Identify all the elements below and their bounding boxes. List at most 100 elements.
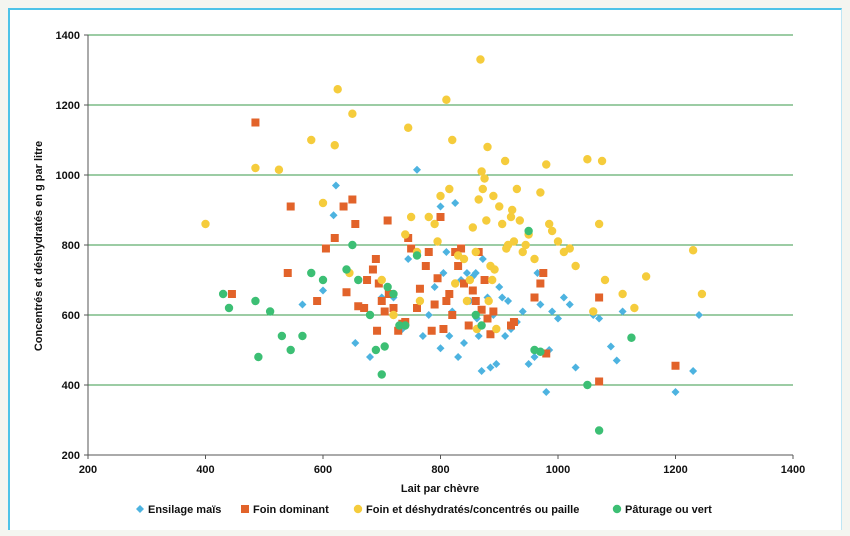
data-point bbox=[348, 109, 357, 118]
data-point bbox=[536, 188, 545, 197]
data-point bbox=[445, 332, 454, 340]
x-axis-label: Lait par chèvre bbox=[401, 483, 479, 495]
data-point bbox=[412, 251, 422, 260]
data-point bbox=[365, 310, 375, 320]
data-point bbox=[448, 311, 457, 319]
data-point bbox=[415, 284, 424, 293]
data-point bbox=[695, 311, 703, 319]
data-point bbox=[251, 296, 260, 306]
y-axis-label: Concentrés et déshydratés en g par litre bbox=[33, 141, 45, 351]
data-point bbox=[542, 388, 551, 396]
data-point bbox=[377, 370, 386, 379]
data-point bbox=[424, 248, 433, 256]
grid-lines bbox=[88, 34, 793, 386]
data-point bbox=[354, 275, 363, 285]
data-point bbox=[384, 290, 393, 298]
data-point bbox=[495, 283, 504, 291]
data-point bbox=[542, 349, 551, 358]
data-point bbox=[460, 339, 468, 347]
data-point bbox=[436, 213, 445, 221]
data-point bbox=[484, 296, 493, 306]
data-point bbox=[457, 244, 466, 253]
data-point bbox=[377, 275, 386, 285]
data-point bbox=[495, 202, 504, 211]
data-point bbox=[354, 302, 363, 311]
data-point bbox=[330, 141, 339, 150]
data-point bbox=[373, 326, 382, 335]
legend: Ensilage maïs Foin dominant Foin et déshyd… bbox=[136, 504, 712, 516]
data-point bbox=[483, 314, 492, 323]
x-tick-label: 400 bbox=[196, 464, 214, 476]
data-point bbox=[298, 331, 307, 341]
y-tick-label: 800 bbox=[62, 240, 80, 252]
data-point bbox=[407, 244, 416, 253]
data-point bbox=[492, 360, 501, 368]
data-point bbox=[565, 300, 574, 309]
data-point bbox=[547, 226, 557, 236]
data-point bbox=[597, 156, 607, 166]
data-point bbox=[313, 297, 322, 305]
data-point bbox=[436, 344, 445, 353]
data-point bbox=[380, 307, 389, 316]
data-point bbox=[404, 255, 413, 263]
data-point bbox=[329, 211, 338, 220]
data-point bbox=[688, 246, 698, 255]
series-3 bbox=[218, 226, 636, 435]
data-point bbox=[571, 363, 580, 372]
data-point bbox=[554, 314, 562, 323]
data-point bbox=[486, 330, 495, 339]
data-point bbox=[498, 293, 507, 302]
data-point bbox=[504, 297, 513, 305]
legend-marker bbox=[612, 504, 622, 514]
data-point bbox=[544, 219, 554, 229]
data-point bbox=[413, 304, 421, 312]
data-points bbox=[201, 55, 707, 435]
x-tick-label: 1400 bbox=[781, 464, 805, 476]
data-point bbox=[476, 55, 485, 64]
data-point bbox=[480, 276, 489, 284]
data-point bbox=[394, 326, 403, 335]
data-point bbox=[553, 237, 563, 246]
data-point bbox=[671, 361, 680, 370]
data-point bbox=[401, 230, 410, 239]
data-point bbox=[430, 219, 439, 229]
data-point bbox=[509, 318, 518, 326]
legend-label: Pâturage ou vert bbox=[625, 504, 712, 516]
data-point bbox=[277, 331, 287, 341]
data-point bbox=[227, 290, 236, 298]
data-point bbox=[500, 156, 510, 166]
x-tick-label: 600 bbox=[314, 464, 332, 476]
y-tick-label: 400 bbox=[62, 380, 80, 392]
data-point bbox=[450, 279, 460, 288]
data-point bbox=[445, 290, 454, 298]
legend-item-0: Ensilage maïs bbox=[136, 504, 221, 516]
data-point bbox=[224, 303, 234, 313]
series-1 bbox=[227, 118, 680, 386]
data-point bbox=[389, 289, 398, 299]
data-point bbox=[565, 244, 574, 253]
data-point bbox=[418, 332, 427, 340]
data-point bbox=[478, 184, 487, 194]
data-point bbox=[339, 202, 348, 211]
data-point bbox=[489, 191, 498, 201]
data-point bbox=[321, 244, 330, 253]
data-point bbox=[366, 353, 374, 361]
data-point bbox=[618, 307, 627, 316]
data-point bbox=[571, 261, 580, 271]
data-point bbox=[442, 297, 451, 305]
data-point bbox=[283, 269, 292, 277]
data-point bbox=[477, 367, 486, 375]
data-point bbox=[480, 174, 489, 183]
data-point bbox=[403, 123, 413, 132]
data-point bbox=[251, 118, 260, 127]
data-point bbox=[442, 95, 451, 104]
data-point bbox=[406, 212, 416, 222]
data-point bbox=[606, 342, 615, 351]
data-point bbox=[462, 296, 472, 306]
series-2 bbox=[201, 55, 707, 334]
data-point bbox=[594, 426, 604, 435]
data-point bbox=[445, 184, 454, 194]
data-point bbox=[589, 307, 598, 316]
data-point bbox=[524, 226, 533, 236]
